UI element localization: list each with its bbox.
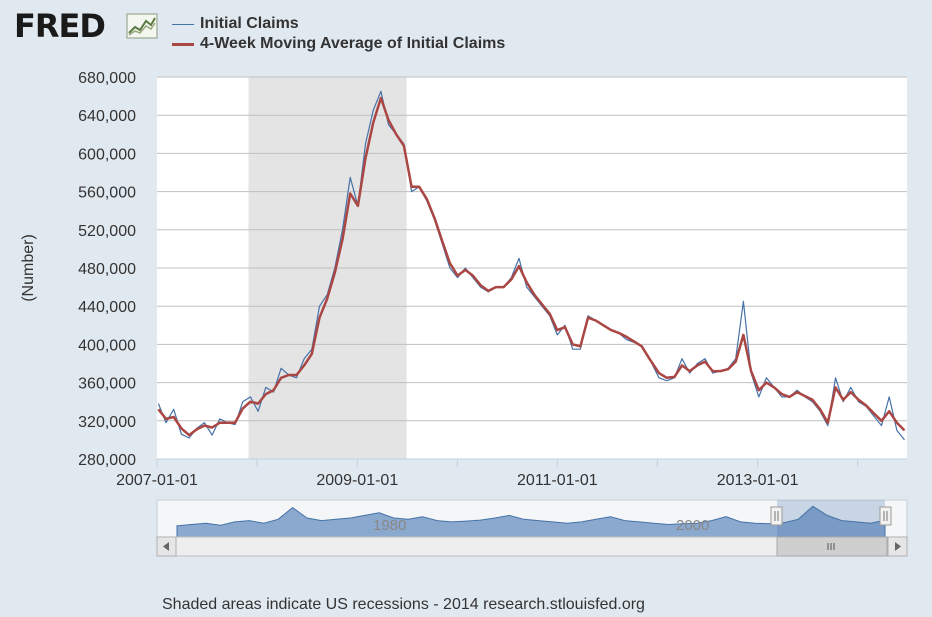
y-tick-label-4: 440,000 bbox=[78, 299, 136, 316]
legend-swatch-moving-average bbox=[172, 42, 194, 46]
y-tick-label-8: 600,000 bbox=[78, 146, 136, 163]
legend-item-moving-average[interactable]: 4-Week Moving Average of Initial Claims bbox=[172, 34, 505, 54]
y-tick-label-5: 480,000 bbox=[78, 261, 136, 278]
series-line-initial-claims[interactable] bbox=[157, 90, 905, 441]
chart-trend-icon bbox=[126, 13, 158, 39]
navigator-label-1980: 1980 bbox=[373, 517, 406, 534]
y-tick-label-9: 640,000 bbox=[78, 108, 136, 125]
arrow-right-icon bbox=[895, 542, 901, 551]
y-tick-label-6: 520,000 bbox=[78, 223, 136, 240]
series-lines bbox=[157, 90, 906, 441]
scrollbar[interactable] bbox=[156, 536, 908, 557]
scrollbar-thumb[interactable] bbox=[776, 536, 888, 557]
y-tick-label-1: 320,000 bbox=[78, 414, 136, 431]
legend-label-moving-average: 4-Week Moving Average of Initial Claims bbox=[200, 35, 506, 52]
y-axis: 280,000 320,000 360,000 400,000 440,000 480,0… bbox=[78, 70, 136, 469]
navigator-selected-range[interactable] bbox=[777, 500, 885, 537]
scroll-left-button[interactable] bbox=[156, 536, 177, 557]
legend-label-initial-claims: Initial Claims bbox=[200, 15, 299, 32]
y-axis-label: (Number) bbox=[20, 234, 37, 302]
y-tick-label-10: 680,000 bbox=[78, 70, 136, 87]
x-tick-label-1: 2009-01-01 bbox=[316, 472, 398, 489]
y-tick-label-2: 360,000 bbox=[78, 376, 136, 393]
x-tick-label-3: 2013-01-01 bbox=[717, 472, 799, 489]
y-tick-label-0: 280,000 bbox=[78, 452, 136, 469]
legend-item-initial-claims[interactable]: Initial Claims bbox=[172, 14, 505, 34]
navigator-area bbox=[176, 505, 886, 538]
scroll-right-button[interactable] bbox=[887, 536, 908, 557]
range-navigator[interactable]: 1980 2000 bbox=[156, 499, 908, 538]
x-tick-label-0: 2007-01-01 bbox=[116, 472, 198, 489]
navigator-handle-left[interactable] bbox=[770, 506, 783, 526]
recession-note: Shaded areas indicate US recessions - 20… bbox=[162, 596, 645, 613]
series-line-moving-average[interactable] bbox=[157, 96, 906, 437]
navigator-label-2000: 2000 bbox=[676, 517, 709, 534]
fred-logo[interactable]: FRED bbox=[14, 7, 106, 45]
chart-legend: Initial Claims 4-Week Moving Average of … bbox=[172, 14, 505, 54]
y-tick-label-3: 400,000 bbox=[78, 337, 136, 354]
y-tick-label-7: 560,000 bbox=[78, 185, 136, 202]
x-tick-label-2: 2011-01-01 bbox=[517, 472, 598, 489]
legend-swatch-initial-claims bbox=[172, 23, 194, 25]
x-axis: 2007-01-01 2009-01-01 2011-01-01 2013-01-01 bbox=[116, 458, 907, 489]
navigator-handle-right[interactable] bbox=[879, 506, 892, 526]
arrow-left-icon bbox=[163, 542, 169, 551]
